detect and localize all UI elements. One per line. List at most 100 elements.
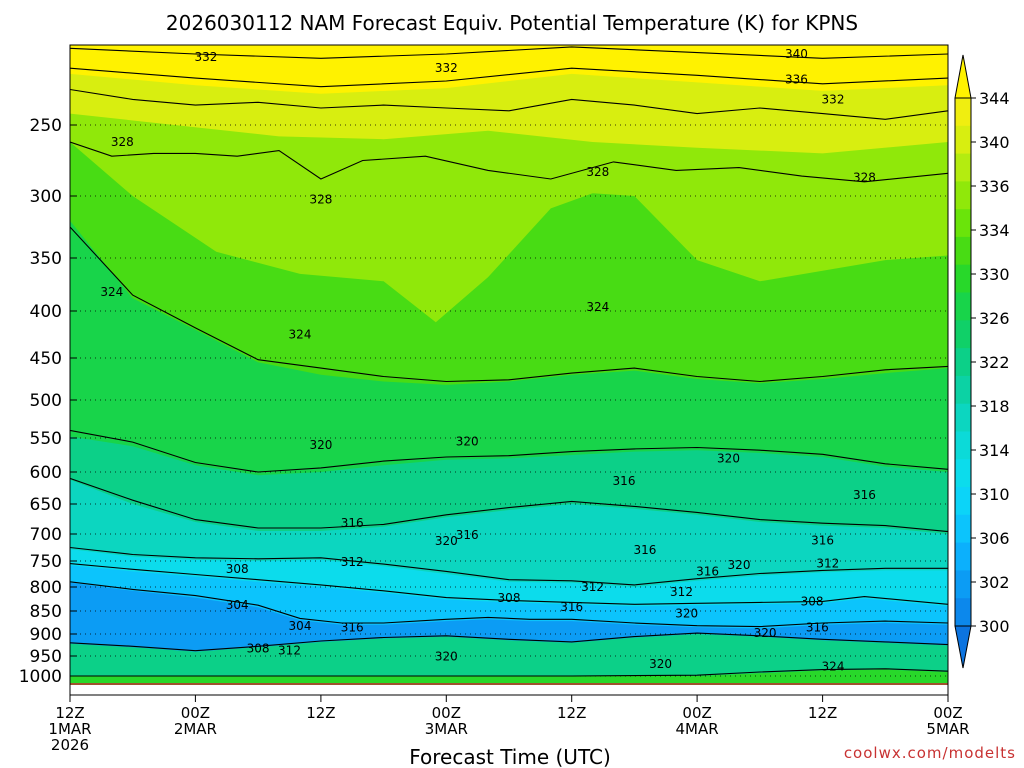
colorbar-bin-328 xyxy=(955,236,971,266)
colorbar-bin-314 xyxy=(955,431,971,460)
contour-label-340: 340 xyxy=(785,47,808,61)
contour-324 xyxy=(70,668,948,677)
contour-label-316: 316 xyxy=(806,621,829,635)
contour-label-316: 316 xyxy=(613,474,636,488)
y-axis: 250 300 350 400 450 500 550 600 650 700 750 800 850 9… xyxy=(19,116,77,687)
colorbar-top-triangle xyxy=(954,54,972,99)
contour-320 xyxy=(70,429,948,473)
colorbar-bin-336 xyxy=(955,125,971,155)
colorbar-bin-316 xyxy=(955,403,971,432)
y-tick-label-250: 250 xyxy=(30,116,62,136)
contour-label-316: 316 xyxy=(696,564,719,578)
y-tick-label-650: 650 xyxy=(30,495,62,515)
colorbar-bin-322 xyxy=(955,320,971,349)
colorbar-label-306: 306 xyxy=(979,529,1010,548)
contour-label-312: 312 xyxy=(278,644,301,658)
y-tick-label-500: 500 xyxy=(30,391,62,411)
y-tick-label-700: 700 xyxy=(30,525,62,545)
contour-312 xyxy=(70,546,948,586)
contour-label-316: 316 xyxy=(341,516,364,530)
contour-label-328: 328 xyxy=(309,193,332,207)
x-tick-label-12-2: 2MAR xyxy=(174,720,217,738)
contour-lines xyxy=(70,46,948,677)
contour-304 xyxy=(70,581,948,628)
y-tick-label-550: 550 xyxy=(30,429,62,449)
colorbar-bin-306 xyxy=(955,542,971,571)
y-tick-label-450: 450 xyxy=(30,349,62,369)
plot-frame xyxy=(69,44,949,696)
colorbar-bin-320 xyxy=(955,348,971,377)
x-tick-label-0-3: 2026 xyxy=(51,736,89,754)
contour-340 xyxy=(70,46,948,59)
y-tick-label-350: 350 xyxy=(30,249,62,269)
y-tick-label-400: 400 xyxy=(30,302,62,322)
chart-title: 2026030112 NAM Forecast Equiv. Potential… xyxy=(166,11,858,35)
colorbar-label-314: 314 xyxy=(979,441,1010,460)
y-tick-label-600: 600 xyxy=(30,463,62,483)
colorbar-bin-312 xyxy=(955,459,971,488)
contour-label-324: 324 xyxy=(100,285,123,299)
ground-strip xyxy=(70,683,948,685)
x-tick-label-0-2: 1MAR xyxy=(48,720,91,738)
x-tick-label-36-2: 3MAR xyxy=(425,720,468,738)
x-tick-label-0-1: 12Z xyxy=(55,704,84,722)
contour-label-304: 304 xyxy=(226,598,249,612)
band-326 xyxy=(70,669,948,685)
contour-324 xyxy=(70,226,948,383)
contour-label-320: 320 xyxy=(309,438,332,452)
x-axis-title: Forecast Time (UTC) xyxy=(409,745,611,768)
contour-label-308: 308 xyxy=(226,562,249,576)
contour-label-316: 316 xyxy=(456,528,479,542)
contour-label-316: 316 xyxy=(560,600,583,614)
colorbar-label-334: 334 xyxy=(979,221,1010,240)
contour-label-328: 328 xyxy=(111,135,134,149)
x-tick-label-48-1: 12Z xyxy=(557,704,586,722)
contour-320 xyxy=(70,632,948,652)
y-tick-label-750: 750 xyxy=(30,552,62,572)
colorbar-label-300: 300 xyxy=(979,617,1010,636)
source-credit: coolwx.com/modelts xyxy=(844,744,1016,762)
contour-label-320: 320 xyxy=(456,434,479,448)
x-tick-label-72-1: 12Z xyxy=(808,704,837,722)
y-tick-label-300: 300 xyxy=(30,187,62,207)
contour-label-324: 324 xyxy=(586,300,609,314)
contour-label-320: 320 xyxy=(717,451,740,465)
colorbar-bin-334 xyxy=(955,153,971,182)
band-320 xyxy=(70,634,948,685)
contour-label-316: 316 xyxy=(341,621,364,635)
y-tick-label-800: 800 xyxy=(30,578,62,598)
filled-bands xyxy=(70,51,948,685)
colorbar-label-302: 302 xyxy=(979,573,1010,592)
colorbar-label-326: 326 xyxy=(979,309,1010,328)
contour-label-324: 324 xyxy=(289,328,312,342)
contour-label-332: 332 xyxy=(194,50,217,64)
contour-label-328: 328 xyxy=(586,165,609,179)
contour-label-328: 328 xyxy=(853,171,876,185)
colorbar-bin-308 xyxy=(955,514,971,544)
colorbar-bin-318 xyxy=(955,375,971,405)
x-tick-label-12-1: 00Z xyxy=(181,704,210,722)
contour-label-320: 320 xyxy=(435,534,458,548)
colorbar-bin-310 xyxy=(955,487,971,516)
x-tick-label-84-2: 5MAR xyxy=(926,720,969,738)
contour-label-312: 312 xyxy=(341,555,364,569)
contour-308 xyxy=(70,563,948,605)
colorbar-bin-302 xyxy=(955,598,971,627)
contour-label-304: 304 xyxy=(289,619,312,633)
contour-label-316: 316 xyxy=(811,534,834,548)
colorbar-label-322: 322 xyxy=(979,353,1010,372)
contour-328 xyxy=(70,141,948,183)
contour-label-320: 320 xyxy=(649,657,672,671)
colorbar-bottom-triangle xyxy=(954,625,972,669)
x-tick-label-84-1: 00Z xyxy=(933,704,962,722)
contour-label-320: 320 xyxy=(435,649,458,663)
contour-label-320: 320 xyxy=(728,558,751,572)
colorbar-label-318: 318 xyxy=(979,397,1010,416)
contour-label-308: 308 xyxy=(498,591,521,605)
colorbar-bin-326 xyxy=(955,264,971,293)
y-tick-label-900: 900 xyxy=(30,625,62,645)
y-tick-label-850: 850 xyxy=(30,602,62,622)
contour-label-316: 316 xyxy=(853,488,876,502)
